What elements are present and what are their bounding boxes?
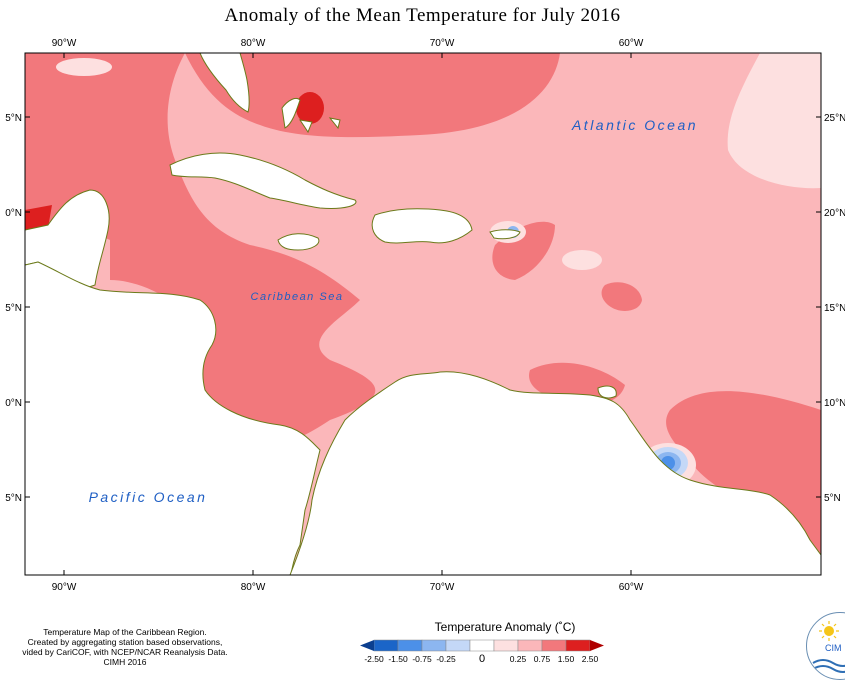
legend-tick-label: 0.75 [534,654,551,664]
legend-swatch [397,639,423,652]
pacific-ocean-label: Pacific Ocean [89,489,208,505]
map-title: Anomaly of the Mean Temperature for July… [224,5,621,26]
legend-swatch [445,639,471,652]
florida-landmass [199,53,250,113]
puerto-rico-landmass [489,229,521,240]
credits-line: CIMH 2016 [103,657,147,667]
atlantic-ocean-label: Atlantic Ocean [571,117,698,133]
legend-swatch-min-arrow [360,640,374,651]
legend-tick-label: -1.50 [388,654,408,664]
lon-tick-label-top: 60°W [619,38,644,49]
jamaica-landmass [277,233,320,251]
logo-text: CIM [825,643,842,653]
anomaly-fill-075-150-west [25,53,376,449]
map-frame [24,52,822,576]
lon-tick-label-top: 70°W [430,38,455,49]
legend-swatch [541,639,567,652]
legend-tick-label: 0 [479,653,485,665]
lat-tick-label-right: 20°N [824,208,845,219]
anomaly-fill-075-150-north [185,53,560,138]
hispaniola-landmass [371,208,473,244]
sun-icon [812,621,845,673]
anomaly-fill-000-025-gulf [56,58,112,76]
legend-swatch-max-arrow [590,640,604,651]
credits-text: Temperature Map of the Caribbean Region.… [0,627,250,667]
lat-tick-label-left: 0°N [5,208,22,219]
trinidad-landmass [597,385,617,399]
lat-tick-label-left: 0°N [5,398,22,409]
lat-tick-label-right: 10°N [824,398,845,409]
legend-swatch [565,639,591,652]
lon-tick-label-bottom: 90°W [52,582,77,593]
lon-tick-label-top: 90°W [52,38,77,49]
south-america-landmass [289,371,821,575]
legend-tick-label: 1.50 [558,654,575,664]
cuba-landmass [169,152,357,209]
legend-colorbar: -2.50 -1.50 -0.75 -0.25 0 0.25 0.75 1.50 2.50 [360,639,604,665]
legend-swatch [493,639,519,652]
lon-tick-label-top: 80°W [241,38,266,49]
lon-tick-label-bottom: 60°W [619,582,644,593]
legend-swatch [469,639,495,652]
lon-tick-label-bottom: 70°W [430,582,455,593]
lat-tick-label-left: 5°N [5,113,22,124]
lat-tick-label-left: 5°N [5,303,22,314]
legend-tick-label: 0.25 [510,654,527,664]
lat-tick-label-right: 25°N [824,113,845,124]
legend-tick-label: 2.50 [582,654,599,664]
anomaly-fill-075-150-lesser-antilles [601,282,642,312]
legend-swatch [517,639,543,652]
legend-title: Temperature Anomaly (˚C) [434,620,576,634]
anomaly-fill-000-025-antilles [562,250,602,270]
anomaly-fill-150-250-bahamas [296,92,324,124]
credits-line: Temperature Map of the Caribbean Region. [43,627,207,637]
legend-tick-label: -0.25 [436,654,456,664]
legend-tick-label: -0.75 [412,654,432,664]
credits-line: vided by CariCOF, with NCEP/NCAR Reanaly… [22,647,228,657]
bahamas-landmass [281,97,341,134]
legend-swatch [421,639,447,652]
anomaly-fill-000-025-east [727,53,821,189]
lat-tick-label-right: 15°N [824,303,845,314]
map-ticks: 90°W 90°W 80°W 80°W 70°W 70°W 60°W 60°W 5°N 0°N 5°… [5,38,845,593]
lon-tick-label-bottom: 80°W [241,582,266,593]
caribbean-sea-label: Caribbean Sea [251,291,344,303]
lat-tick-label-right: 5°N [824,493,841,504]
central-america-landmass [25,261,321,575]
legend-tick-label: -2.50 [364,654,384,664]
legend-swatch [373,639,399,652]
credits-line: Created by aggregating station based obs… [27,637,223,647]
lat-tick-label-left: 5°N [5,493,22,504]
